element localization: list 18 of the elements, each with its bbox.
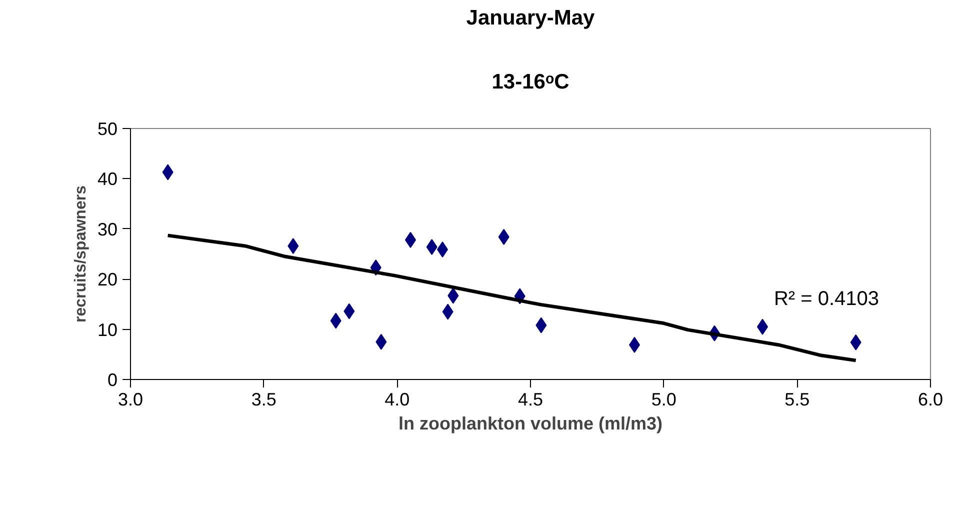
annotation: R² = 0.4103 <box>774 288 880 310</box>
x-tick-label: 6.0 <box>918 390 944 410</box>
chart-subtitle: 13-16ᵒC <box>492 70 570 94</box>
y-tick-label: 50 <box>97 119 118 139</box>
y-tick-label: 30 <box>97 219 118 240</box>
x-tick-label: 5.5 <box>784 390 810 410</box>
y-tick-label: 10 <box>97 320 118 340</box>
x-tick-label: 4.0 <box>384 390 410 410</box>
x-tick-label: 3.5 <box>251 390 276 410</box>
y-tick-label: 20 <box>97 270 118 290</box>
x-tick-label: 3.0 <box>118 390 144 410</box>
x-axis-title: ln zooplankton volume (ml/m3) <box>398 414 663 434</box>
y-axis-title: recruits/spawners <box>72 185 90 322</box>
x-tick-label: 5.0 <box>651 390 676 410</box>
y-tick-label: 0 <box>107 370 118 390</box>
x-tick-label: 4.5 <box>518 390 544 410</box>
y-tick-label: 40 <box>97 169 118 190</box>
chart-title: January-May <box>466 6 596 30</box>
